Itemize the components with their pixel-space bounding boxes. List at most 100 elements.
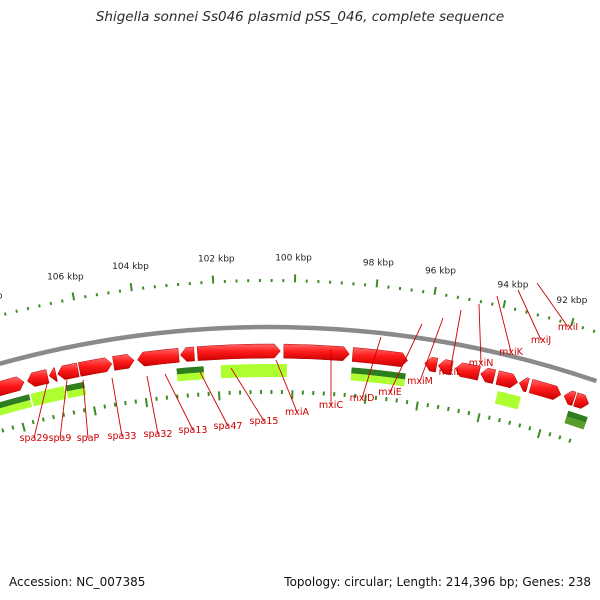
forward-gene-arrow (438, 359, 454, 376)
label-leader (517, 289, 542, 341)
scale-tick (525, 310, 528, 314)
cds-block (494, 390, 521, 410)
forward-gene-arrow (77, 357, 113, 377)
scale-tick (592, 329, 596, 333)
forward-gene-arrow (27, 369, 50, 387)
cds-block (350, 373, 405, 387)
scale-tick (11, 425, 15, 430)
scale-tick (436, 404, 440, 410)
gene-label: spa47 (214, 421, 243, 432)
label-leader (230, 367, 265, 422)
scale-tick (52, 414, 55, 420)
scale-label: 108 kbp (0, 292, 3, 302)
label-leader (82, 379, 89, 439)
forward-gene-arrow (480, 367, 497, 384)
forward-gene-arrow (137, 347, 180, 367)
gene-label: spa32 (144, 429, 173, 440)
label-leader (478, 303, 482, 364)
forward-gene-arrow (518, 377, 530, 393)
scale-tick (113, 402, 117, 407)
gene-label: mxiI (558, 322, 578, 333)
scale-tick (124, 400, 127, 406)
scale-tick (457, 408, 461, 414)
scale-label: 94 kbp (497, 281, 528, 291)
scale-tick (468, 297, 471, 302)
scale-tick (26, 306, 30, 311)
cds-block (176, 366, 205, 375)
scale-tick (61, 299, 64, 303)
forward-gene-arrow (283, 343, 350, 361)
scale-tick (568, 438, 572, 443)
gene-label: mxiD (350, 393, 375, 404)
forward-gene-arrow (495, 370, 518, 389)
scale-label: 104 kbp (112, 262, 149, 272)
scale-tick (363, 394, 367, 404)
gene-label: spa15 (250, 416, 279, 427)
cds-block (177, 372, 205, 382)
cds-block (564, 416, 586, 430)
scale-tick (479, 300, 483, 304)
scale-tick (15, 309, 18, 313)
cds-block (566, 410, 588, 423)
gene-label-leaders (33, 282, 569, 439)
accession-text: Accession: NC_007385 (9, 575, 146, 589)
gene-label: spa29 (20, 433, 49, 444)
gene-label: mxiN (469, 358, 494, 369)
scale-tick (536, 429, 542, 439)
forward-gene-arrow (528, 378, 562, 400)
outer-scale-ticks (3, 274, 596, 333)
scale-tick (31, 419, 35, 425)
scale-tick (476, 413, 481, 423)
scale-tick (548, 432, 552, 437)
label-leader (111, 377, 123, 437)
forward-gene-arrow (0, 376, 25, 397)
forward-gene-arrow (573, 392, 590, 409)
label-leader (59, 379, 68, 439)
cds-block (0, 394, 31, 409)
forward-gene-arrow (196, 343, 281, 361)
scale-tick (82, 408, 86, 413)
scale-tick (502, 300, 507, 309)
gene-label: spa9 (49, 433, 72, 444)
scale-tick (426, 403, 430, 408)
scale-tick (144, 398, 149, 408)
scale-tick (528, 426, 532, 431)
scale-tick (487, 415, 491, 420)
scale-tick (581, 326, 585, 330)
scale-tick (129, 283, 133, 292)
gene-label: mxiK (499, 347, 524, 358)
scale-tick (134, 399, 138, 404)
cds-block (65, 381, 85, 392)
scale-tick (49, 301, 53, 306)
map-title: Shigella sonnei Ss046 plasmid pSS_046, c… (95, 9, 505, 25)
gene-label: mxiC (319, 400, 344, 411)
gene-labels: spa29 spa9 spaP spa33 spa32 spa13 spa47 spa15 mx… (20, 322, 579, 444)
scale-tick (103, 404, 107, 409)
scale-label: 100 kbp (275, 253, 312, 263)
scale-tick (570, 317, 575, 327)
scale-tick (559, 319, 562, 323)
scale-tick (84, 295, 87, 299)
scale-tick (72, 410, 76, 415)
scale-tick (71, 292, 76, 301)
scale-tick (405, 399, 409, 405)
label-leader (199, 371, 229, 427)
scale-tick (395, 398, 398, 403)
cds-block (220, 363, 288, 379)
label-leader (389, 323, 423, 393)
scale-tick (93, 406, 97, 416)
gene-label: mxiM (407, 376, 433, 387)
scale-tick (375, 279, 379, 288)
cds-track (0, 363, 588, 430)
forward-strand-genes (0, 343, 590, 409)
forward-gene-arrow (48, 367, 58, 382)
scale-tick (456, 295, 460, 299)
scale-tick (536, 313, 540, 317)
scale-label: 106 kbp (47, 273, 84, 283)
scale-label: 102 kbp (198, 254, 235, 264)
scale-tick (447, 406, 450, 412)
scale-tick (415, 401, 419, 411)
scale-tick (508, 420, 512, 425)
inner-scale-ticks (1, 389, 572, 443)
